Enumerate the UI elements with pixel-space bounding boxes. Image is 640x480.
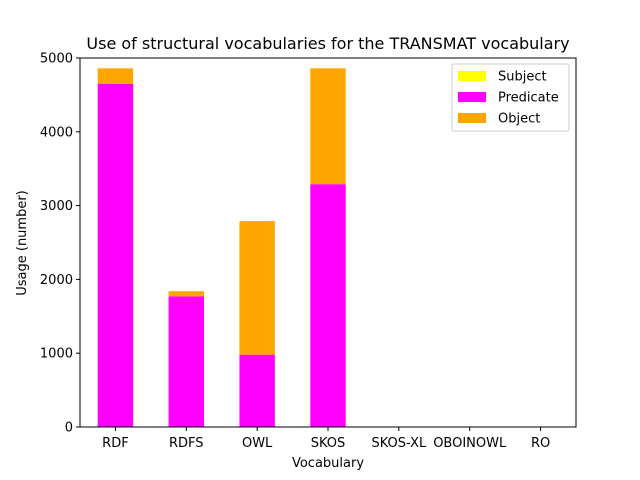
- x-tick-label: RO: [531, 436, 550, 451]
- x-axis-label: Vocabulary: [292, 456, 364, 471]
- legend-swatch-predicate: [458, 92, 486, 102]
- bars-group: [97, 68, 346, 427]
- bar-rdfs-object: [168, 291, 204, 297]
- x-tick-label: RDF: [102, 436, 129, 451]
- legend-label-object: Object: [498, 112, 540, 127]
- ticks-group: 0 1000 2000 3000 4000 5000 RDF RDFS OWL SKOS SKOS-…: [40, 52, 550, 452]
- bar-rdfs-predicate: [168, 296, 204, 427]
- bar-skos-object: [310, 68, 346, 185]
- legend: Subject Predicate Object: [451, 63, 570, 132]
- y-tick-label: 2000: [40, 273, 73, 288]
- y-tick-label: 4000: [40, 125, 73, 140]
- x-tick-label: SKOS: [311, 436, 346, 451]
- legend-label-predicate: Predicate: [498, 91, 559, 106]
- bar-owl-predicate: [239, 354, 275, 427]
- bar-rdf-object: [97, 68, 134, 84]
- y-tick-label: 0: [65, 421, 73, 436]
- legend-swatch-object: [458, 113, 486, 123]
- legend-label-subject: Subject: [498, 70, 547, 85]
- x-tick-label: OBOINOWL: [433, 436, 507, 451]
- x-tick-label: OWL: [242, 436, 273, 451]
- legend-swatch-subject: [458, 71, 486, 81]
- x-tick-label: RDFS: [169, 436, 204, 451]
- bar-skos-predicate: [310, 184, 346, 427]
- y-tick-label: 3000: [40, 199, 73, 214]
- y-tick-label: 5000: [40, 52, 73, 67]
- y-tick-label: 1000: [40, 347, 73, 362]
- chart-title: Use of structural vocabularies for the T…: [86, 34, 569, 53]
- x-tick-label: SKOS-XL: [371, 436, 426, 451]
- bar-rdf-predicate: [97, 83, 134, 427]
- y-axis-label: Usage (number): [15, 190, 30, 296]
- bar-owl-object: [239, 221, 275, 355]
